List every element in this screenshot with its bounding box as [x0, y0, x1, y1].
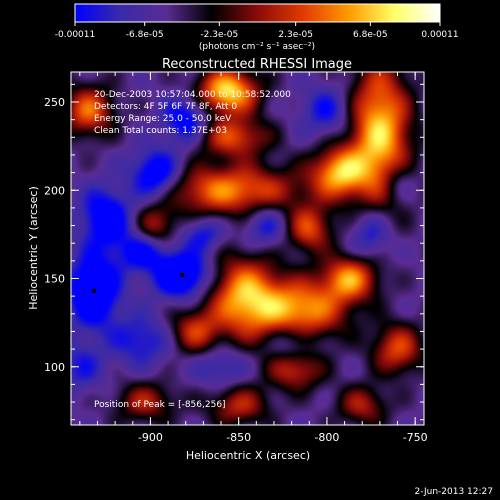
colorbar-unit-label: (photons cm⁻² s⁻¹ asec⁻²) — [199, 42, 315, 52]
minimum-marker — [91, 288, 96, 293]
x-axis-label: Heliocentric X (arcsec) — [186, 449, 310, 462]
heatmap-image — [71, 72, 424, 425]
footer-date: 2-Jun-2013 12:27 — [415, 487, 494, 497]
colorbar — [74, 3, 441, 23]
heatmap-markers — [91, 272, 185, 293]
y-tick-label: 200 — [44, 184, 65, 197]
y-tick-label: 250 — [44, 96, 65, 109]
x-tick-label: -850 — [226, 431, 251, 444]
y-axis: 100 150 200 250 — [44, 83, 424, 421]
x-tick-label: -900 — [138, 431, 163, 444]
peak-position-label: Position of Peak = [-856,256] — [94, 400, 226, 410]
colorbar-tick-label: 2.3e-05 — [278, 30, 313, 40]
annotation-line: Energy Range: 25.0 - 50.0 keV — [94, 114, 232, 124]
x-axis: -900 -850 -800 -750 — [79, 72, 428, 444]
x-tick-label: -750 — [403, 431, 428, 444]
colorbar-ticks: -0.00011 -6.8e-05 -2.3e-05 2.3e-05 6.8e-05 0.… — [55, 22, 459, 40]
annotations: 20-Dec-2003 10:57:04.000 to 10:58:52.000… — [94, 90, 291, 136]
y-tick-label: 150 — [44, 273, 65, 286]
colorbar-tick-label: 0.00011 — [421, 30, 458, 40]
y-axis-label: Heliocentric Y (arcsec) — [27, 186, 40, 310]
annotation-line: Clean Total counts: 1.37E+03 — [94, 126, 227, 136]
colorbar-tick-label: -6.8e-05 — [126, 30, 164, 40]
annotation-line: Detectors: 4F 5F 6F 7F 8F, Att 0 — [94, 102, 237, 112]
colorbar-tick-label: -2.3e-05 — [200, 30, 238, 40]
colorbar-tick-label: 6.8e-05 — [353, 30, 388, 40]
plot-frame — [70, 71, 425, 426]
x-tick-label: -800 — [314, 431, 339, 444]
colorbar-tick-label: -0.00011 — [55, 30, 95, 40]
minimum-marker — [180, 272, 185, 277]
y-tick-label: 100 — [44, 361, 65, 374]
annotation-line: 20-Dec-2003 10:57:04.000 to 10:58:52.000 — [94, 90, 291, 100]
chart-title: Reconstructed RHESSI Image — [162, 57, 352, 72]
